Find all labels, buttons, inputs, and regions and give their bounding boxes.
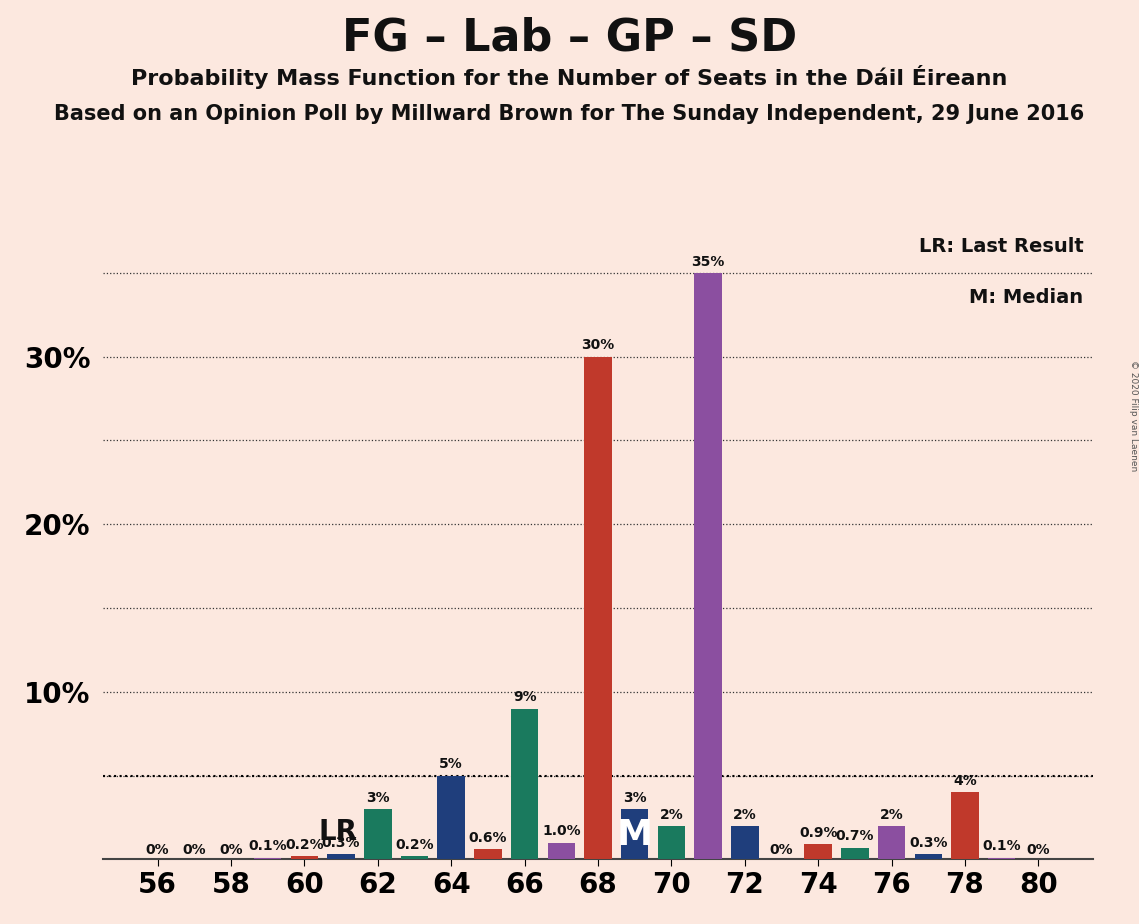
Bar xyxy=(290,856,318,859)
Bar xyxy=(401,856,428,859)
Text: 0.6%: 0.6% xyxy=(468,831,507,845)
Text: 0%: 0% xyxy=(770,843,793,857)
Text: M: M xyxy=(616,818,653,852)
Bar xyxy=(695,273,722,859)
Bar xyxy=(657,826,686,859)
Text: 0%: 0% xyxy=(146,843,170,857)
Text: 2%: 2% xyxy=(879,808,903,821)
Text: 0%: 0% xyxy=(1026,843,1050,857)
Bar xyxy=(915,855,942,859)
Text: M: Median: M: Median xyxy=(969,287,1083,307)
Text: Based on an Opinion Poll by Millward Brown for The Sunday Independent, 29 June 2: Based on an Opinion Poll by Millward Bro… xyxy=(55,104,1084,125)
Bar xyxy=(804,845,831,859)
Bar xyxy=(510,709,539,859)
Text: 2%: 2% xyxy=(659,808,683,821)
Bar xyxy=(437,775,465,859)
Bar xyxy=(841,847,869,859)
Text: 3%: 3% xyxy=(623,791,647,805)
Text: 0.2%: 0.2% xyxy=(285,838,323,852)
Bar xyxy=(327,855,355,859)
Text: 9%: 9% xyxy=(513,690,536,704)
Text: © 2020 Filip van Laenen: © 2020 Filip van Laenen xyxy=(1129,360,1138,471)
Bar xyxy=(878,826,906,859)
Text: 0.3%: 0.3% xyxy=(909,836,948,850)
Bar xyxy=(548,843,575,859)
Text: LR: LR xyxy=(319,818,358,845)
Text: 4%: 4% xyxy=(953,774,977,788)
Bar xyxy=(951,792,978,859)
Text: 3%: 3% xyxy=(366,791,390,805)
Bar xyxy=(584,357,612,859)
Text: 0.9%: 0.9% xyxy=(798,826,837,840)
Bar xyxy=(731,826,759,859)
Bar xyxy=(621,809,648,859)
Bar xyxy=(254,857,281,859)
Bar xyxy=(364,809,392,859)
Text: 0.3%: 0.3% xyxy=(322,836,360,850)
Text: 1.0%: 1.0% xyxy=(542,824,581,838)
Text: 0.7%: 0.7% xyxy=(836,830,874,844)
Text: 35%: 35% xyxy=(691,255,724,269)
Text: FG – Lab – GP – SD: FG – Lab – GP – SD xyxy=(342,17,797,60)
Text: 0%: 0% xyxy=(219,843,243,857)
Bar xyxy=(474,849,501,859)
Text: Probability Mass Function for the Number of Seats in the Dáil Éireann: Probability Mass Function for the Number… xyxy=(131,65,1008,89)
Text: LR: Last Result: LR: Last Result xyxy=(919,237,1083,256)
Bar xyxy=(988,857,1016,859)
Text: 30%: 30% xyxy=(581,338,615,352)
Text: 0%: 0% xyxy=(182,843,206,857)
Text: 0.2%: 0.2% xyxy=(395,838,434,852)
Text: 5%: 5% xyxy=(440,758,464,772)
Text: 2%: 2% xyxy=(732,808,756,821)
Text: 0.1%: 0.1% xyxy=(982,840,1021,854)
Text: 0.1%: 0.1% xyxy=(248,840,287,854)
